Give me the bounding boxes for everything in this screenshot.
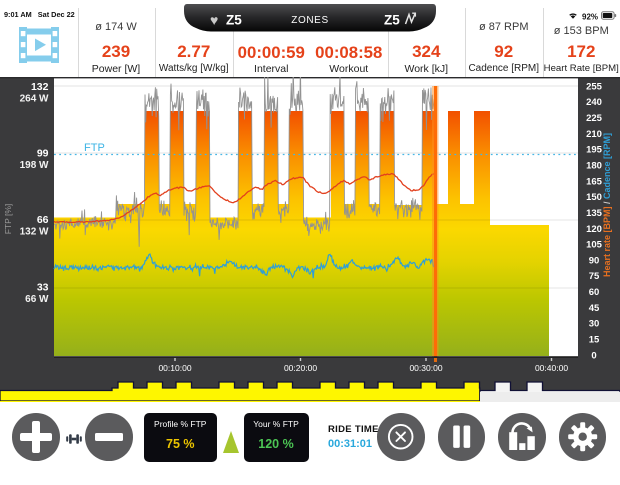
svg-text:45: 45 (589, 303, 600, 314)
svg-text:132 W: 132 W (20, 227, 49, 238)
svg-text:92%: 92% (582, 13, 598, 22)
svg-text:00:40:00: 00:40:00 (535, 363, 568, 373)
svg-text:Z5: Z5 (384, 13, 400, 28)
svg-text:150: 150 (586, 192, 602, 203)
svg-text:90: 90 (589, 255, 600, 266)
svg-text:264 W: 264 W (20, 94, 49, 105)
svg-text:180: 180 (586, 161, 602, 172)
svg-text:♥: ♥ (210, 12, 218, 28)
svg-text:225: 225 (586, 113, 603, 124)
svg-text:Heart rate [BPM] / Cadence [RP: Heart rate [BPM] / Cadence [RPM] (602, 133, 612, 277)
svg-text:15: 15 (589, 335, 600, 346)
svg-text:99: 99 (37, 148, 49, 160)
svg-text:75: 75 (589, 271, 600, 282)
svg-text:105: 105 (586, 240, 603, 251)
svg-text:120: 120 (586, 224, 602, 235)
svg-text:00:30:00: 00:30:00 (409, 363, 442, 373)
svg-text:255: 255 (586, 81, 603, 92)
svg-text:FTP [%]: FTP [%] (3, 204, 13, 235)
svg-text:66 W: 66 W (25, 294, 49, 305)
svg-text:00:20:00: 00:20:00 (284, 363, 317, 373)
svg-text:33: 33 (37, 282, 49, 294)
svg-text:165: 165 (586, 176, 603, 187)
svg-text:00:10:00: 00:10:00 (158, 363, 191, 373)
svg-text:66: 66 (37, 214, 49, 226)
svg-text:210: 210 (586, 129, 602, 140)
svg-text:135: 135 (586, 208, 603, 219)
svg-text:FTP: FTP (84, 142, 105, 154)
svg-text:60: 60 (589, 287, 600, 298)
svg-text:240: 240 (586, 97, 602, 108)
svg-text:Z5: Z5 (226, 13, 242, 28)
svg-text:0: 0 (591, 350, 596, 361)
svg-text:132: 132 (31, 81, 49, 93)
svg-text:30: 30 (589, 319, 600, 330)
svg-text:ZONES: ZONES (291, 15, 328, 26)
svg-text:195: 195 (586, 145, 603, 156)
svg-text:198 W: 198 W (20, 160, 49, 171)
